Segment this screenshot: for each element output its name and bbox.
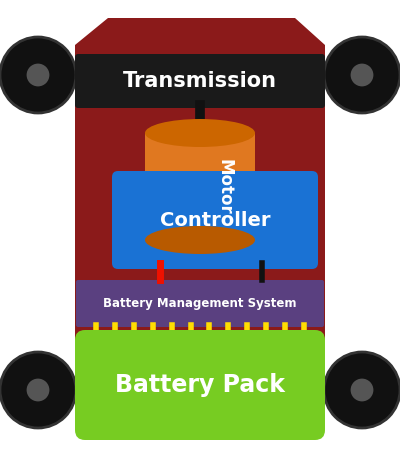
Ellipse shape <box>145 119 255 147</box>
Circle shape <box>350 64 374 86</box>
Circle shape <box>26 379 50 401</box>
Text: Motor: Motor <box>216 159 234 214</box>
Circle shape <box>324 37 400 113</box>
Bar <box>145 133 255 240</box>
Circle shape <box>0 352 76 428</box>
Text: Controller: Controller <box>160 211 270 229</box>
Circle shape <box>350 379 374 401</box>
Circle shape <box>0 37 76 113</box>
FancyBboxPatch shape <box>75 54 325 108</box>
FancyBboxPatch shape <box>75 330 325 440</box>
Text: Battery Management System: Battery Management System <box>103 297 297 310</box>
FancyBboxPatch shape <box>112 171 318 269</box>
Circle shape <box>324 352 400 428</box>
Circle shape <box>26 64 50 86</box>
Text: Transmission: Transmission <box>123 71 277 91</box>
Polygon shape <box>75 18 325 435</box>
FancyBboxPatch shape <box>76 280 324 327</box>
Text: Battery Pack: Battery Pack <box>115 373 285 397</box>
Ellipse shape <box>145 226 255 254</box>
